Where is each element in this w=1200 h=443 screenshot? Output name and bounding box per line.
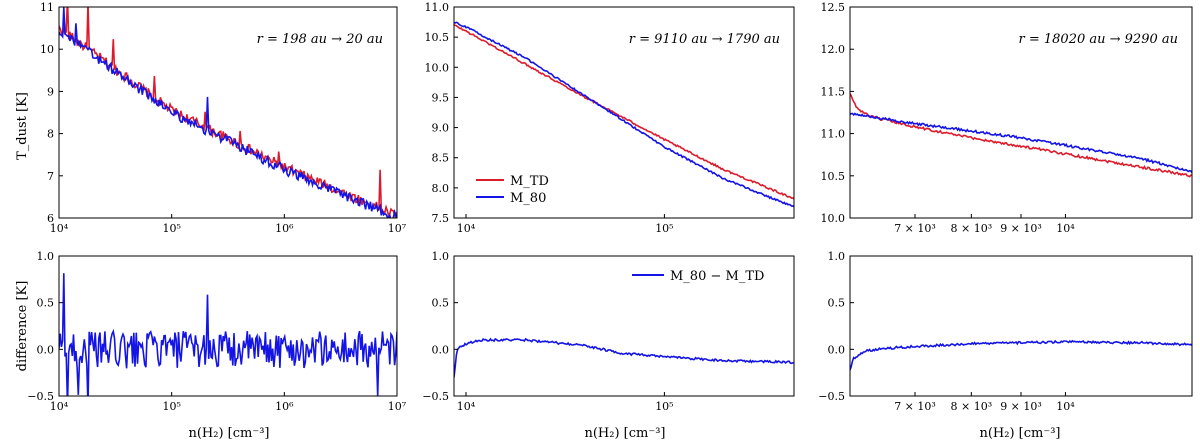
axes-frame [849,255,1193,397]
y-tick-label: 11.0 [425,1,450,14]
y-tick-label: 0.0 [37,343,55,356]
y-tick-label: 1.0 [828,250,846,263]
panel-top-left: 10⁴ 10⁵ 10⁶ 10⁷ 6 7 8 9 10 11 r = 198 au → 20 au [40,1,407,235]
series-m-80-m-td [59,273,397,396]
series-m-80 [454,21,794,208]
x-tick-label: 8 × 10³ [951,400,993,413]
x-tick-label: 7 × 10³ [894,222,936,235]
x-tick-label: 9 × 10³ [1000,400,1042,413]
x-tick-label: 10⁷ [388,222,407,235]
x-tick-label: 10⁶ [275,222,294,235]
y-tick-label: 10.5 [425,31,450,44]
y-tick-label: 0.5 [432,297,450,310]
y-tick-label: 12.0 [821,43,846,56]
panel-bottom-right: 7 × 10³ 8 × 10³ 9 × 10³ 10⁴ −0.5 0.0 0.5 1.0 [818,250,1193,413]
x-tick-label: 7 × 10³ [894,400,936,413]
x-tick-label: 10⁴ [457,222,476,235]
y-tick-label: 10.5 [821,170,846,183]
axes-frame [453,255,795,397]
y-tick-label: 0.5 [37,297,55,310]
legend-label-m-td: M_TD [510,174,549,189]
x-tick-label: 10⁴ [50,222,69,235]
panel-top-right: 7 × 10³ 8 × 10³ 9 × 10³ 10⁴ 10.0 10.5 11.0 11.5… [821,1,1193,235]
y-tick-label: 8 [47,128,54,141]
x-tick-label: 10⁴ [457,400,476,413]
y-tick-label: 10.0 [821,212,846,225]
y-tick-label: 9 [47,85,54,98]
x-tick-label: 8 × 10³ [951,222,993,235]
x-tick-label: 10⁴ [1056,400,1075,413]
y-tick-label: 8.0 [432,182,450,195]
y-tick-label: 0.0 [828,343,846,356]
y-tick-label: 9.5 [432,91,450,104]
y-tick-label: −0.5 [422,390,449,403]
panel-bottom-left: 10⁴ 10⁵ 10⁶ 10⁷ −0.5 0.0 0.5 1.0 [27,250,407,413]
xlabel-right: n(H₂) [cm⁻³] [979,426,1060,441]
series-m-80-m-td [850,339,1192,371]
axes-frame [58,6,398,219]
x-tick-label: 10⁴ [50,400,69,413]
x-tick-label: 10⁵ [162,222,180,235]
y-tick-label: 7 [47,170,54,183]
legend-label-diff: M_80 − M_TD [670,269,764,284]
y-tick-label: −0.5 [818,390,845,403]
ylabel-bottom: difference [K] [15,281,30,372]
radius-annotation: r = 18020 au → 9290 au [1019,32,1178,47]
y-tick-label: 6 [47,212,54,225]
x-tick-label: 9 × 10³ [1000,222,1042,235]
y-tick-label: 0.5 [828,297,846,310]
y-tick-label: 12.5 [821,1,846,14]
y-tick-label: 11.5 [821,85,846,98]
legend-top: M_TD M_80 [476,174,549,206]
ylabel-top: T_dust [K] [15,92,30,160]
y-tick-label: 7.5 [432,212,450,225]
y-tick-label: −0.5 [27,390,54,403]
y-tick-label: 11.0 [821,128,846,141]
series-m-80 [59,7,397,218]
x-tick-label: 10⁵ [655,222,673,235]
y-tick-label: 10 [40,43,54,56]
legend-label-m-80: M_80 [510,191,546,206]
series-m-td [850,93,1192,178]
y-tick-label: 11 [40,1,54,14]
x-tick-label: 10⁷ [388,400,407,413]
radius-annotation: r = 198 au → 20 au [257,32,383,47]
y-tick-label: 8.5 [432,152,450,165]
x-tick-label: 10⁴ [1056,222,1075,235]
series-m-80 [850,112,1192,174]
legend-bottom: M_80 − M_TD [632,269,764,284]
y-tick-label: 1.0 [432,250,450,263]
x-tick-label: 10⁶ [275,400,294,413]
x-tick-label: 10⁵ [162,400,180,413]
xlabel-middle: n(H₂) [cm⁻³] [584,426,665,441]
panel-bottom-middle: 10⁴ 10⁵ −0.5 0.0 0.5 1.0 [422,250,795,413]
xlabel-left: n(H₂) [cm⁻³] [188,426,269,441]
y-tick-label: 0.0 [432,343,450,356]
y-tick-label: 1.0 [37,250,55,263]
axes-frame [58,255,398,397]
y-tick-label: 9.0 [432,122,450,135]
series-m-80-m-td [454,337,794,378]
series-m-td [454,24,794,200]
y-tick-label: 10.0 [425,61,450,74]
radius-annotation: r = 9110 au → 1790 au [629,32,780,47]
axes-frame [453,6,795,219]
x-tick-label: 10⁵ [655,400,673,413]
panel-top-middle: 10⁴ 10⁵ 7.5 8.0 8.5 9.0 9.5 10.0 10.5 11.0 r = 911… [425,1,795,235]
